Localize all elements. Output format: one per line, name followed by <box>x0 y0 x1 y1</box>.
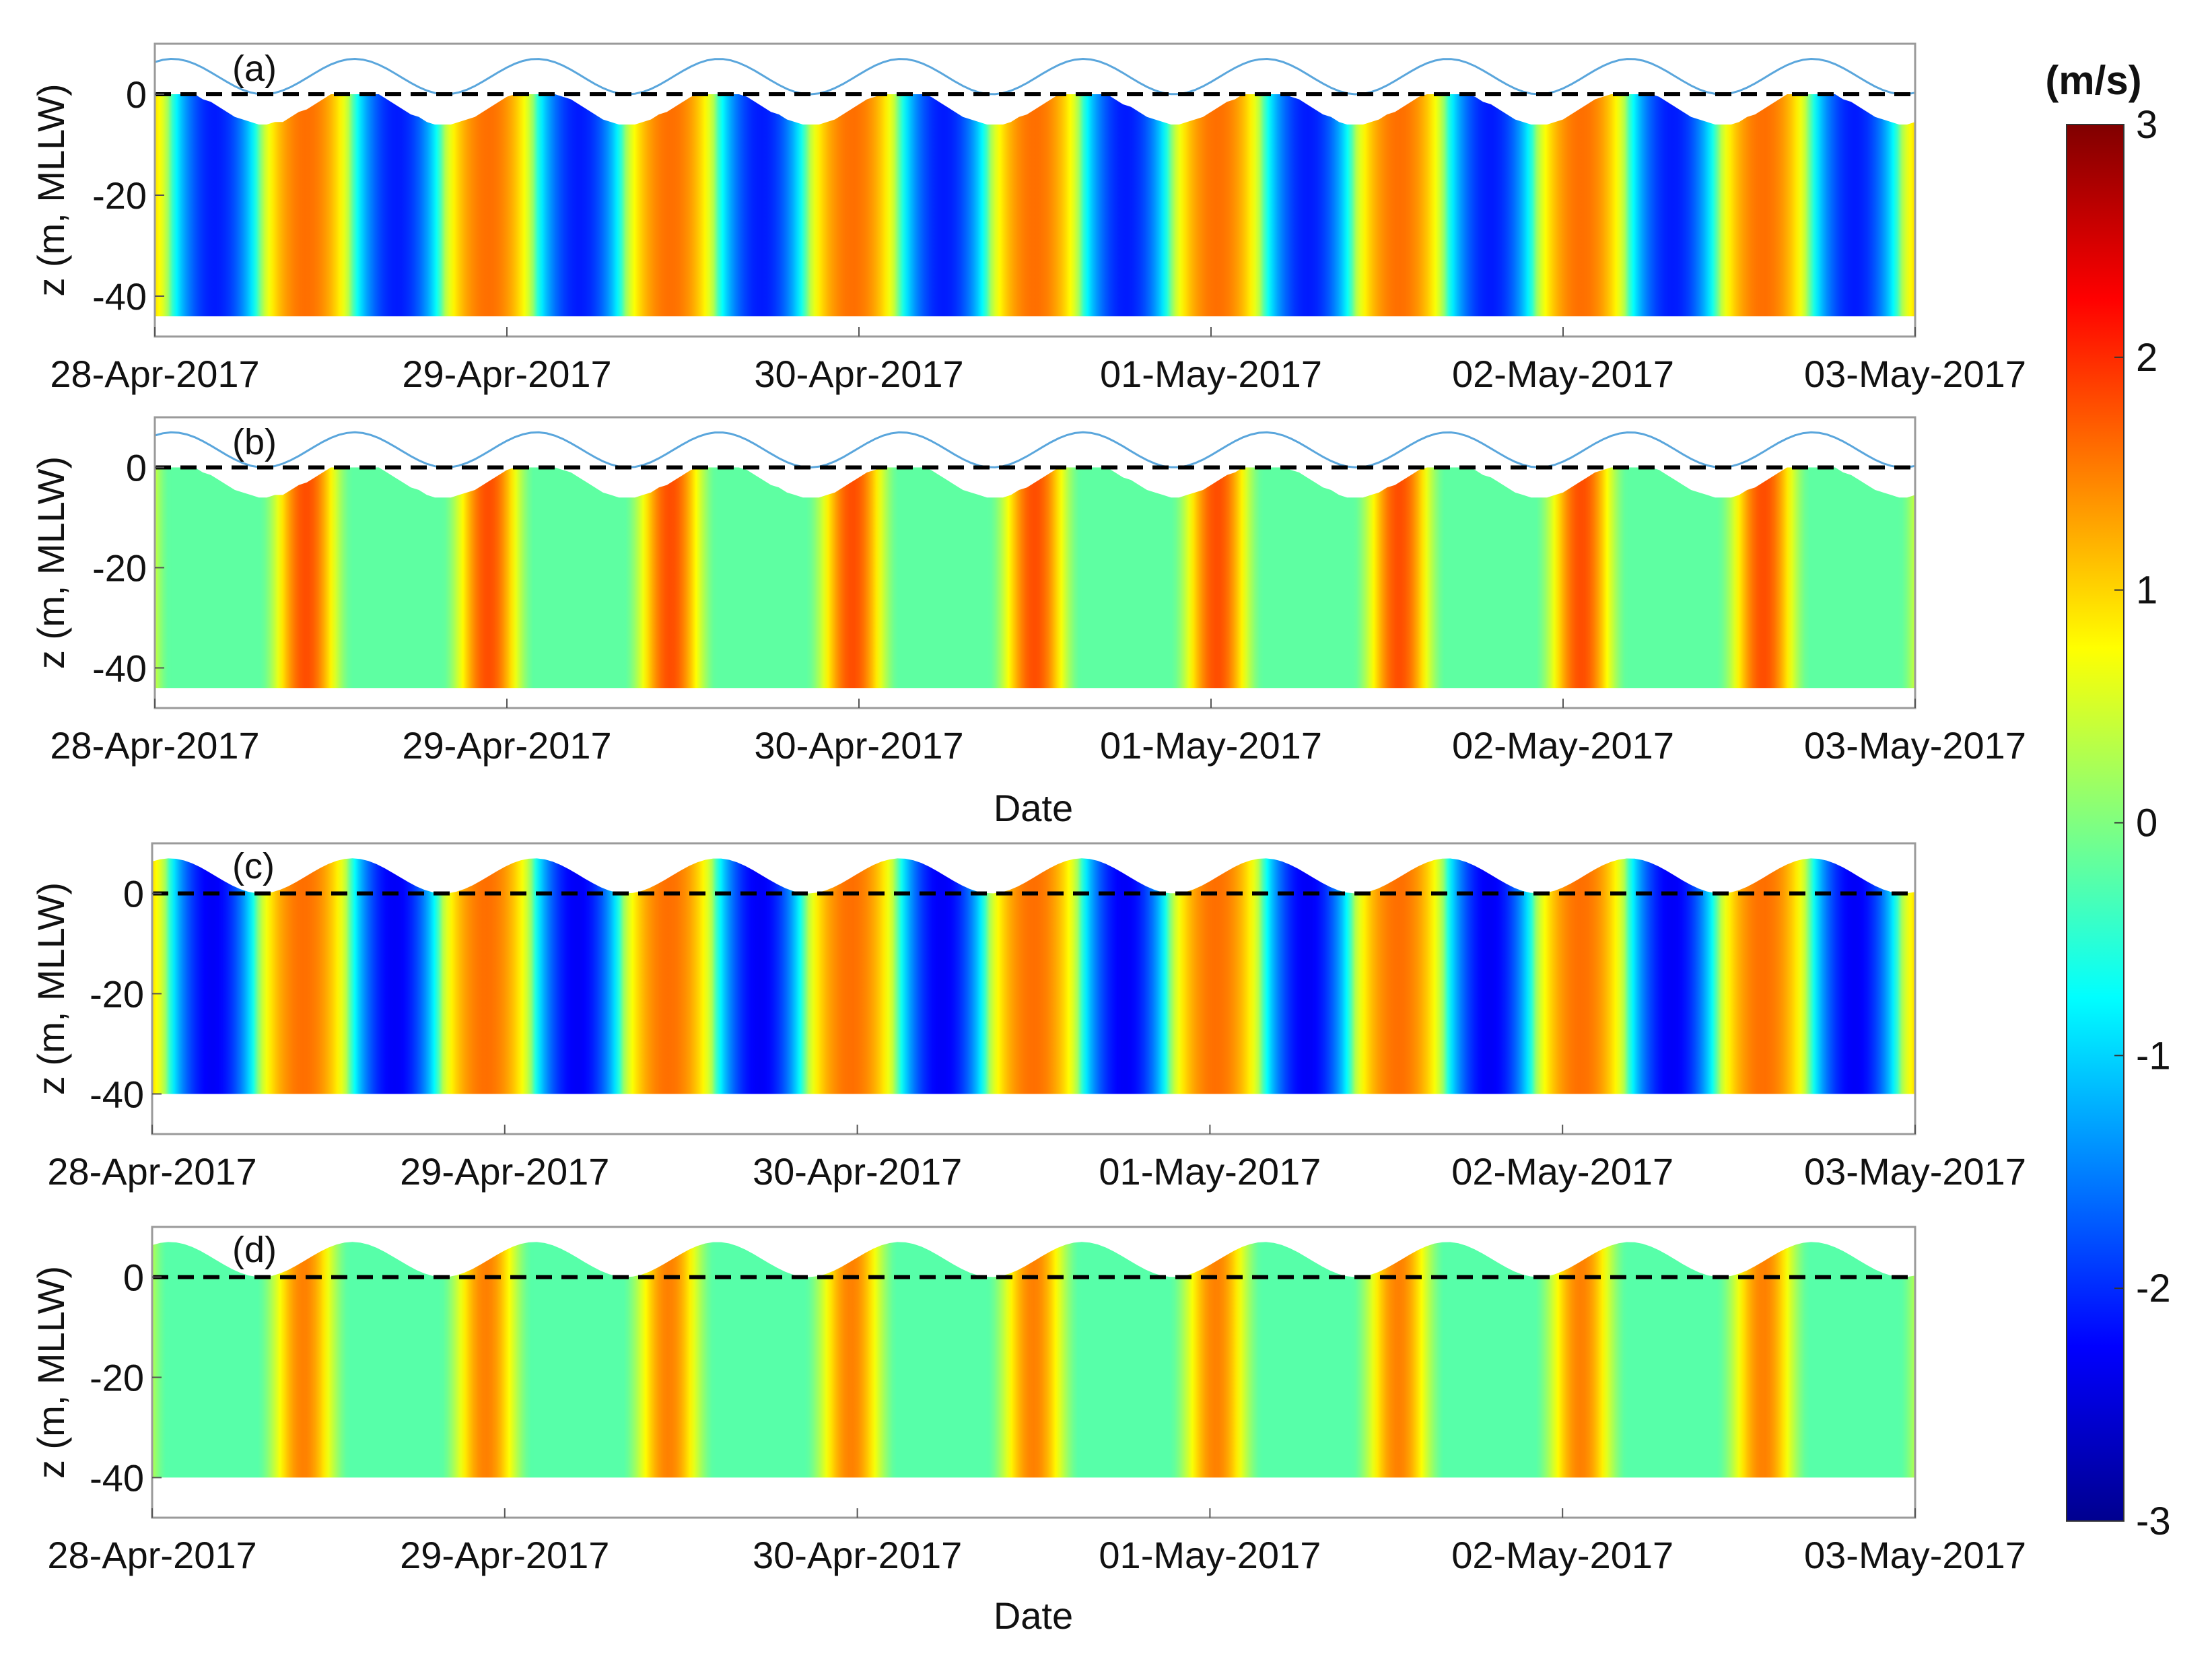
y-tick-label: -20 <box>92 547 147 589</box>
axes-frame <box>153 42 1916 338</box>
x-tick-label: 03-May-2017 <box>1804 1534 2026 1576</box>
y-tick-label: 0 <box>123 1256 144 1298</box>
x-tick-label: 03-May-2017 <box>1804 1150 2026 1193</box>
x-tick-label: 01-May-2017 <box>1100 353 1322 395</box>
x-tick-label: 01-May-2017 <box>1100 724 1322 767</box>
panel-label: (b) <box>232 422 277 462</box>
y-axis-label: z (m, MLLW) <box>30 882 72 1095</box>
axes-frame <box>151 842 1916 1135</box>
x-tick-label: 03-May-2017 <box>1804 353 2026 395</box>
velocity-heatmap <box>152 1242 1915 1478</box>
y-tick-label: -40 <box>90 1456 144 1499</box>
x-tick-label: 28-Apr-2017 <box>47 1534 256 1576</box>
tide-curve <box>154 431 1916 469</box>
colorbar-tick-label: -3 <box>2136 1500 2171 1543</box>
x-tick-label: 28-Apr-2017 <box>50 724 259 767</box>
x-tick-label: 02-May-2017 <box>1451 1150 1673 1193</box>
colorbar-gradient <box>2066 124 2124 1522</box>
velocity-heatmap <box>152 858 1915 1094</box>
x-tick-label: 29-Apr-2017 <box>400 1150 609 1193</box>
panel-label: (c) <box>232 846 275 886</box>
x-tick-label: 28-Apr-2017 <box>50 353 259 395</box>
y-axis-label: z (m, MLLW) <box>30 83 72 296</box>
x-tick-label: 28-Apr-2017 <box>47 1150 256 1193</box>
colorbar-tick-label: 0 <box>2136 802 2157 845</box>
x-tick-label: 30-Apr-2017 <box>754 724 963 767</box>
x-tick-label: 02-May-2017 <box>1452 353 1674 395</box>
y-tick-label: 0 <box>126 73 147 116</box>
y-tick-label: -20 <box>90 1356 144 1399</box>
y-axis-label: z (m, MLLW) <box>30 456 72 669</box>
axes-frame <box>151 1226 1916 1519</box>
colorbar-tick-label: 3 <box>2136 103 2157 147</box>
x-tick-label: 02-May-2017 <box>1451 1534 1673 1576</box>
panel-label: (a) <box>232 48 277 89</box>
panel-c: 0 -20 -40 z (m, MLLW) 28-Apr-2017 29-Apr-2017… <box>30 842 2026 1193</box>
axes-frame <box>153 416 1916 709</box>
y-tick-label: 0 <box>126 446 147 489</box>
colorbar-tick-label: -2 <box>2136 1267 2171 1310</box>
y-tick-label: -40 <box>92 647 147 689</box>
colorbar-tick-label: 2 <box>2136 336 2157 380</box>
x-tick-label: 01-May-2017 <box>1099 1150 1321 1193</box>
x-tick-label: 30-Apr-2017 <box>753 1534 962 1576</box>
y-tick-label: -20 <box>92 174 147 217</box>
panel-label: (d) <box>232 1230 277 1270</box>
colorbar-tick-label: 1 <box>2136 569 2157 612</box>
tide-curve <box>154 57 1916 96</box>
y-tick-label: -20 <box>90 973 144 1015</box>
panel-a: 0 -20 -40 z (m, MLLW) 28-Apr-2017 29-Apr-2017… <box>30 42 2026 395</box>
colorbar: (m/s) 3 2 1 0 -1 -2 -3 <box>2045 58 2170 1543</box>
colorbar-unit-label: (m/s) <box>2045 58 2141 103</box>
x-axis-label-b: Date <box>994 787 1073 829</box>
y-tick-label: -40 <box>92 275 147 318</box>
velocity-heatmap <box>155 94 1915 316</box>
panel-b: 0 -20 -40 z (m, MLLW) 28-Apr-2017 29-Apr-2017… <box>30 416 2026 767</box>
x-tick-label: 02-May-2017 <box>1452 724 1674 767</box>
velocity-heatmap <box>155 467 1915 689</box>
x-tick-label: 29-Apr-2017 <box>402 724 611 767</box>
y-axis-label: z (m, MLLW) <box>30 1266 72 1479</box>
x-tick-label: 01-May-2017 <box>1099 1534 1321 1576</box>
x-tick-label: 03-May-2017 <box>1804 724 2026 767</box>
y-tick-label: 0 <box>123 872 144 915</box>
x-tick-label: 30-Apr-2017 <box>754 353 963 395</box>
y-tick-label: -40 <box>90 1073 144 1115</box>
colorbar-tick-label: -1 <box>2136 1034 2171 1078</box>
x-axis-label-d: Date <box>994 1594 1073 1637</box>
x-tick-label: 29-Apr-2017 <box>400 1534 609 1576</box>
x-tick-label: 29-Apr-2017 <box>402 353 611 395</box>
x-tick-label: 30-Apr-2017 <box>753 1150 962 1193</box>
panel-d: 0 -20 -40 z (m, MLLW) 28-Apr-2017 29-Apr-2017… <box>30 1226 2026 1576</box>
